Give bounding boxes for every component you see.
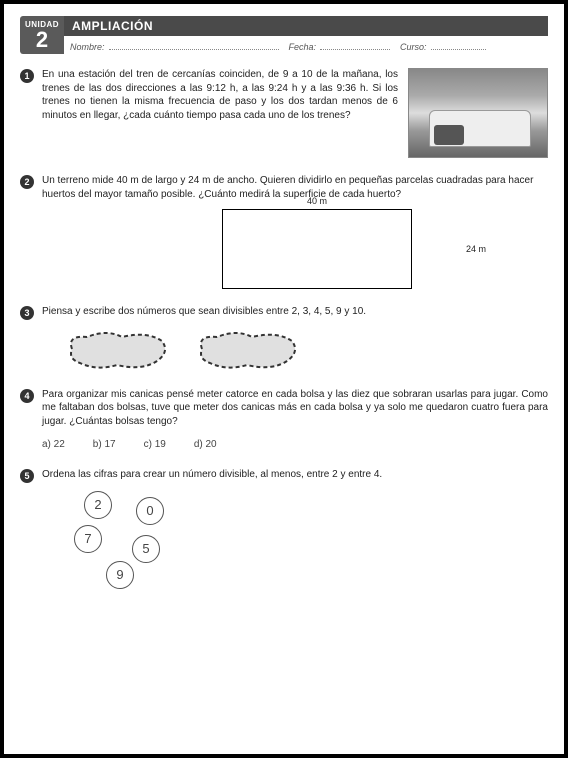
unit-box: UNIDAD 2 <box>20 16 64 54</box>
fecha-label: Fecha: <box>289 42 317 52</box>
worksheet-header: UNIDAD 2 AMPLIACIÓN Nombre: Fecha: Curso… <box>20 16 548 54</box>
question-number: 2 <box>20 175 34 189</box>
fecha-field: Fecha: <box>289 40 391 52</box>
question-3: 3 Piensa y escribe dos números que sean … <box>20 305 548 372</box>
option-b[interactable]: b) 17 <box>93 438 116 452</box>
question-4: 4 Para organizar mis canicas pensé meter… <box>20 388 548 452</box>
curso-input-line[interactable] <box>431 40 486 50</box>
option-a[interactable]: a) 22 <box>42 438 65 452</box>
question-number: 1 <box>20 69 34 83</box>
question-body: En una estación del tren de cercanías co… <box>42 68 548 158</box>
digit-circle[interactable]: 9 <box>106 561 134 589</box>
option-d[interactable]: d) 20 <box>194 438 217 452</box>
question-text: Para organizar mis canicas pensé meter c… <box>42 388 548 429</box>
nombre-label: Nombre: <box>70 42 105 52</box>
digit-circle[interactable]: 2 <box>84 491 112 519</box>
options-row: a) 22 b) 17 c) 19 d) 20 <box>42 438 548 452</box>
question-body: Ordena las cifras para crear un número d… <box>42 468 548 592</box>
blob-shape[interactable] <box>62 327 172 372</box>
fields-row: Nombre: Fecha: Curso: <box>64 36 548 54</box>
option-c[interactable]: c) 19 <box>144 438 166 452</box>
question-2: 2 Un terreno mide 40 m de largo y 24 m d… <box>20 174 548 289</box>
rectangle-diagram: 40 m 24 m <box>222 209 452 289</box>
height-label: 24 m <box>466 243 486 255</box>
digit-circle[interactable]: 5 <box>132 535 160 563</box>
blob-shape[interactable] <box>192 327 302 372</box>
curso-label: Curso: <box>400 42 427 52</box>
question-text: En una estación del tren de cercanías co… <box>42 68 398 158</box>
header-right: AMPLIACIÓN Nombre: Fecha: Curso: <box>64 16 548 54</box>
fecha-input-line[interactable] <box>320 40 390 50</box>
nombre-input-line[interactable] <box>109 40 279 50</box>
question-body: Para organizar mis canicas pensé meter c… <box>42 388 548 452</box>
question-body: Piensa y escribe dos números que sean di… <box>42 305 548 372</box>
answer-blobs <box>62 327 548 372</box>
digits-area: 2 0 7 5 9 <box>62 491 262 591</box>
question-number: 4 <box>20 389 34 403</box>
question-number: 5 <box>20 469 34 483</box>
question-body: Un terreno mide 40 m de largo y 24 m de … <box>42 174 548 289</box>
section-title: AMPLIACIÓN <box>64 16 548 36</box>
question-text: Piensa y escribe dos números que sean di… <box>42 305 548 319</box>
digit-circle[interactable]: 0 <box>136 497 164 525</box>
unit-number: 2 <box>36 29 48 51</box>
question-1: 1 En una estación del tren de cercanías … <box>20 68 548 158</box>
width-label: 40 m <box>222 195 412 207</box>
question-5: 5 Ordena las cifras para crear un número… <box>20 468 548 592</box>
rectangle-shape <box>222 209 412 289</box>
digit-circle[interactable]: 7 <box>74 525 102 553</box>
question-number: 3 <box>20 306 34 320</box>
nombre-field: Nombre: <box>70 40 279 52</box>
question-text: Ordena las cifras para crear un número d… <box>42 468 548 482</box>
train-image <box>408 68 548 158</box>
curso-field: Curso: <box>400 40 486 52</box>
